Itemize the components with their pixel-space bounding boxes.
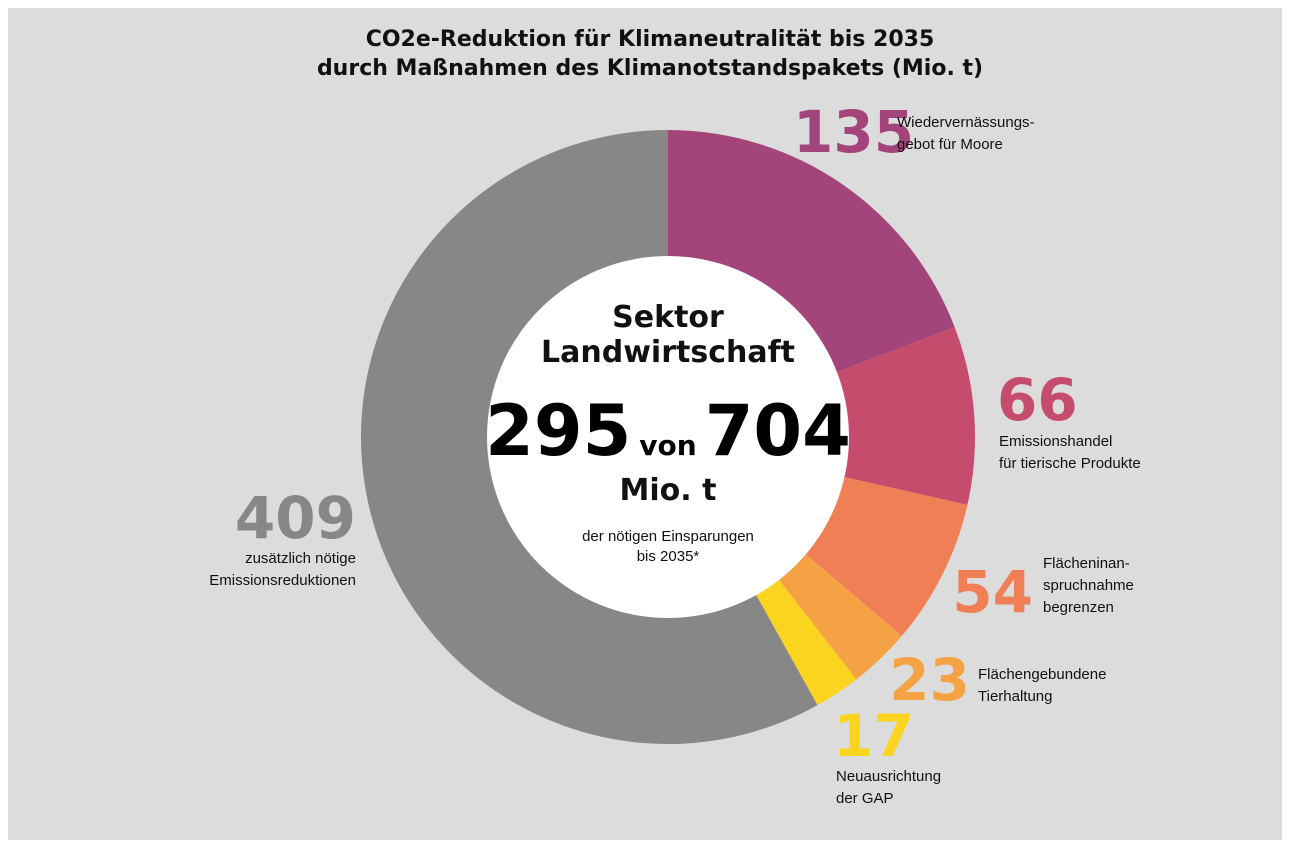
center-connector: von (639, 429, 696, 462)
center-total: 704 (705, 390, 851, 472)
center-figure: 295 von 704 (485, 390, 851, 472)
category-label: Emissionshandel (999, 433, 1112, 450)
category-label: der GAP (836, 790, 894, 807)
center-text: Sektor (612, 300, 724, 335)
category-label: Emissionsreduktionen (209, 572, 356, 589)
category-label: Wiedervernässungs- (897, 114, 1035, 131)
chart-title: durch Maßnahmen des Klimanotstandspakets… (317, 56, 983, 81)
category-label: Flächengebundene (978, 666, 1106, 683)
center-text: Landwirtschaft (541, 335, 795, 370)
chart-title: CO2e-Reduktion für Klimaneutralität bis … (366, 27, 935, 52)
center-note: bis 2035* (637, 548, 700, 565)
category-label: für tierische Produkte (999, 455, 1141, 472)
center-unit: Mio. t (620, 473, 717, 508)
category-label: Flächeninan- (1043, 555, 1130, 572)
category-label: Tierhaltung (978, 688, 1053, 705)
value-label: 66 (997, 366, 1078, 434)
category-label: gebot für Moore (897, 136, 1003, 153)
value-label: 17 (833, 702, 914, 770)
category-label: Neuausrichtung (836, 768, 941, 785)
donut-hole (487, 256, 849, 618)
center-value: 295 (485, 390, 631, 472)
category-label: begrenzen (1043, 599, 1114, 616)
value-label: 54 (952, 558, 1033, 626)
category-label: spruchnahme (1043, 577, 1134, 594)
value-label: 23 (889, 646, 970, 714)
center-note: der nötigen Einsparungen (582, 528, 754, 545)
value-label: 409 (235, 484, 356, 552)
category-label: zusätzlich nötige (245, 550, 356, 567)
value-label: 135 (793, 98, 914, 166)
